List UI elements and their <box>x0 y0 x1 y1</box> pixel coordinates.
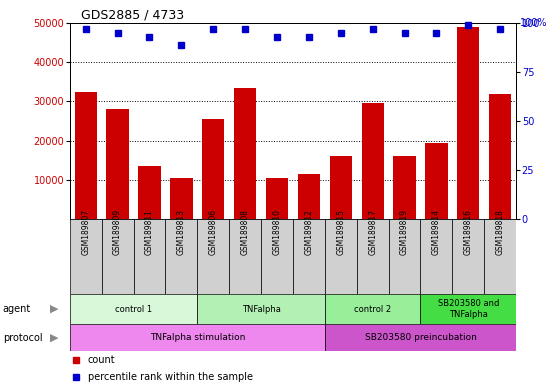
Bar <box>70 219 102 294</box>
Bar <box>388 219 421 294</box>
Text: GSM189818: GSM189818 <box>496 209 504 255</box>
Bar <box>293 219 325 294</box>
Text: GSM189807: GSM189807 <box>81 209 90 255</box>
Bar <box>107 109 129 219</box>
Text: GDS2885 / 4733: GDS2885 / 4733 <box>81 8 184 21</box>
Bar <box>421 294 516 324</box>
Bar <box>170 178 193 219</box>
Bar <box>330 156 352 219</box>
Bar <box>484 219 516 294</box>
Text: GSM189816: GSM189816 <box>464 209 473 255</box>
Bar <box>70 294 198 324</box>
Bar <box>234 88 256 219</box>
Text: GSM189808: GSM189808 <box>240 209 249 255</box>
Bar <box>453 219 484 294</box>
Text: ▶: ▶ <box>50 304 59 314</box>
Bar <box>457 27 479 219</box>
Bar <box>325 294 421 324</box>
Bar <box>489 94 511 219</box>
Text: GSM189814: GSM189814 <box>432 209 441 255</box>
Text: control 1: control 1 <box>115 305 152 314</box>
Bar <box>266 178 288 219</box>
Bar <box>298 174 320 219</box>
Text: GSM189815: GSM189815 <box>336 209 345 255</box>
Bar <box>138 166 161 219</box>
Bar <box>362 103 384 219</box>
Text: 100%: 100% <box>520 18 548 28</box>
Text: GSM189810: GSM189810 <box>272 209 281 255</box>
Bar <box>425 142 448 219</box>
Bar <box>393 156 416 219</box>
Text: GSM189811: GSM189811 <box>145 209 154 255</box>
Bar <box>357 219 388 294</box>
Bar <box>198 294 325 324</box>
Text: agent: agent <box>3 304 31 314</box>
Text: GSM189817: GSM189817 <box>368 209 377 255</box>
Bar <box>198 219 229 294</box>
Text: ▶: ▶ <box>50 333 59 343</box>
Text: percentile rank within the sample: percentile rank within the sample <box>88 372 253 382</box>
Text: GSM189809: GSM189809 <box>113 209 122 255</box>
Bar <box>421 219 453 294</box>
Text: protocol: protocol <box>3 333 42 343</box>
Text: SB203580 and
TNFalpha: SB203580 and TNFalpha <box>437 300 499 319</box>
Text: count: count <box>88 356 116 366</box>
Bar <box>133 219 165 294</box>
Bar <box>229 219 261 294</box>
Bar <box>202 119 224 219</box>
Text: GSM189806: GSM189806 <box>209 209 218 255</box>
Text: SB203580 preincubation: SB203580 preincubation <box>364 333 477 343</box>
Text: GSM189813: GSM189813 <box>177 209 186 255</box>
Bar <box>165 219 198 294</box>
Text: control 2: control 2 <box>354 305 391 314</box>
Bar <box>102 219 133 294</box>
Bar <box>75 92 97 219</box>
Text: GSM189812: GSM189812 <box>305 209 314 255</box>
Bar <box>325 324 516 351</box>
Text: TNFalpha stimulation: TNFalpha stimulation <box>150 333 245 343</box>
Bar <box>261 219 293 294</box>
Text: TNFalpha: TNFalpha <box>242 305 281 314</box>
Text: GSM189819: GSM189819 <box>400 209 409 255</box>
Bar <box>70 324 325 351</box>
Bar <box>325 219 357 294</box>
